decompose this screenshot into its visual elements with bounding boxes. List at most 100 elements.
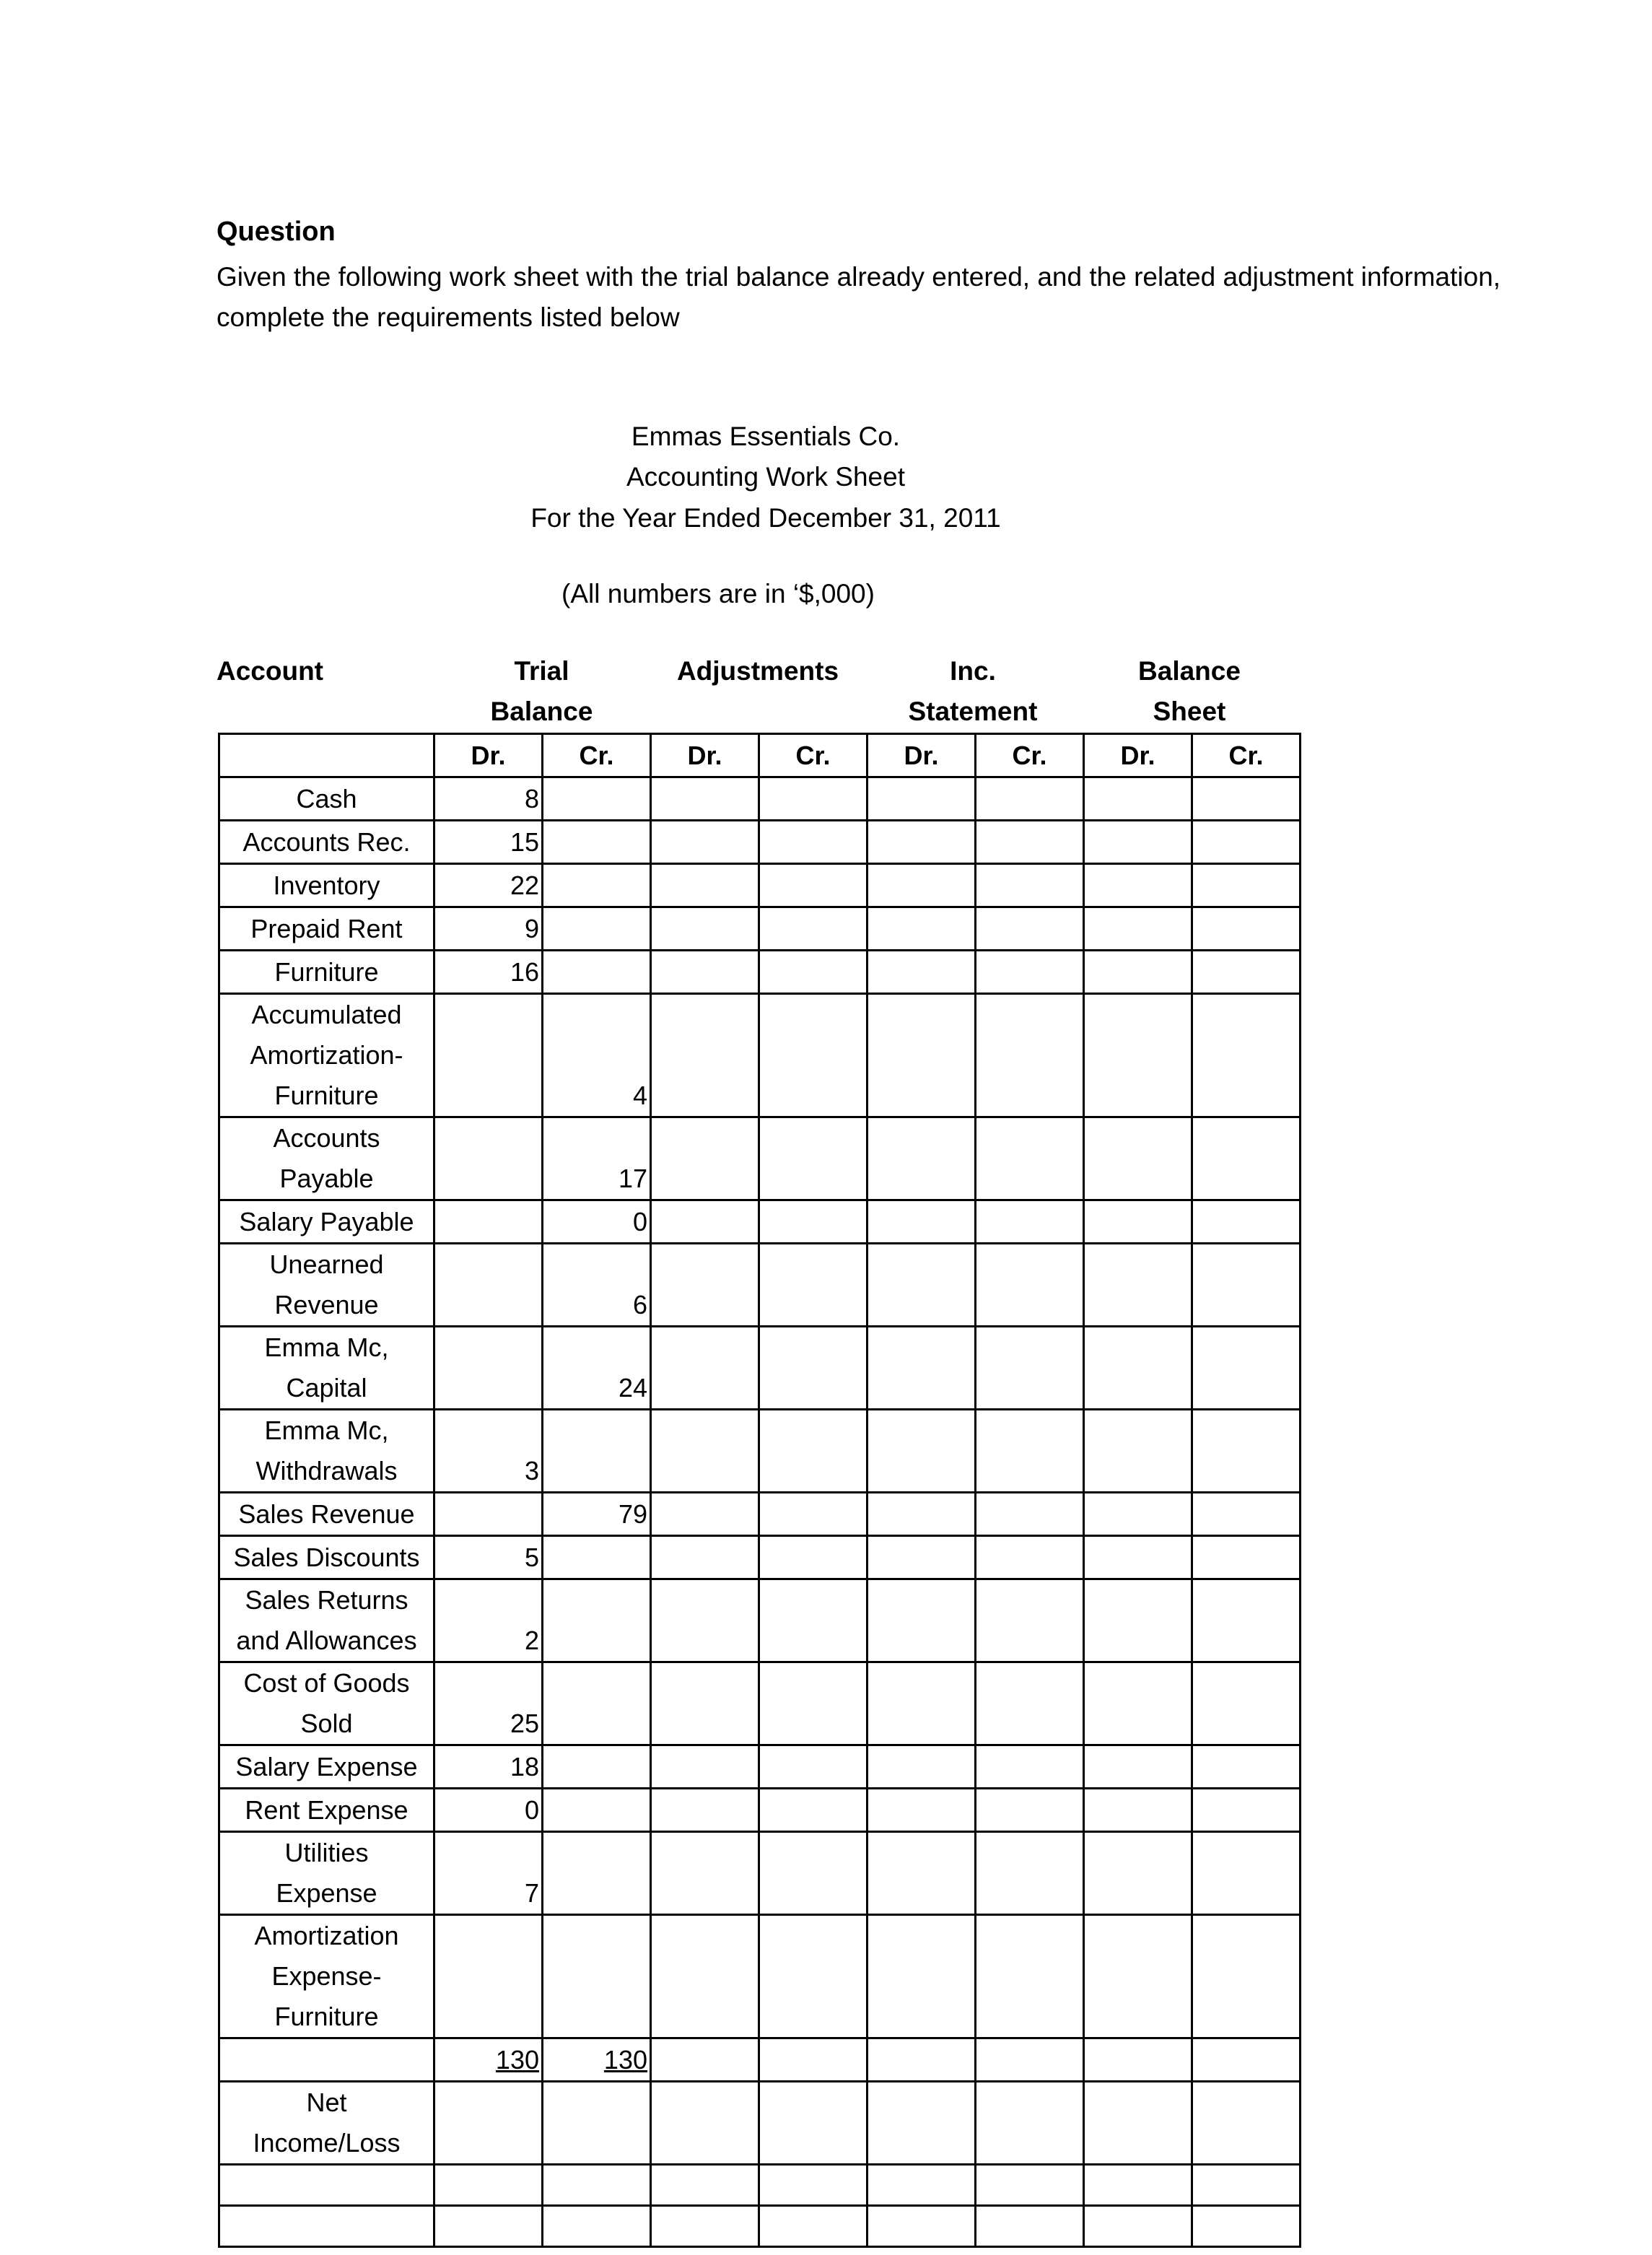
adjustments-credit[interactable] — [758, 819, 868, 865]
income-statement-credit[interactable] — [974, 2163, 1085, 2207]
balance-sheet-credit[interactable] — [1191, 1914, 1301, 2039]
balance-sheet-debit[interactable] — [1083, 819, 1193, 865]
income-statement-debit[interactable] — [866, 1787, 976, 1833]
balance-sheet-credit[interactable] — [1191, 1831, 1301, 1916]
adjustments-debit[interactable] — [650, 2037, 760, 2082]
balance-sheet-debit[interactable] — [1083, 1199, 1193, 1244]
adjustments-debit[interactable] — [650, 819, 760, 865]
balance-sheet-debit[interactable] — [1083, 1914, 1193, 2039]
adjustments-credit[interactable] — [758, 1199, 868, 1244]
income-statement-credit[interactable] — [974, 1491, 1085, 1537]
adjustments-debit[interactable] — [650, 993, 760, 1118]
trial-balance-credit[interactable] — [541, 1914, 652, 2039]
income-statement-debit[interactable] — [866, 2204, 976, 2248]
trial-balance-credit[interactable] — [541, 1661, 652, 1746]
adjustments-credit[interactable] — [758, 863, 868, 908]
trial-balance-credit[interactable] — [541, 2204, 652, 2248]
income-statement-credit[interactable] — [974, 1535, 1085, 1580]
trial-balance-credit[interactable] — [541, 1744, 652, 1789]
income-statement-debit[interactable] — [866, 776, 976, 821]
adjustments-debit[interactable] — [650, 863, 760, 908]
income-statement-debit[interactable] — [866, 863, 976, 908]
trial-balance-debit[interactable]: 8 — [433, 776, 543, 821]
adjustments-credit[interactable] — [758, 1535, 868, 1580]
trial-balance-debit[interactable] — [433, 2163, 543, 2207]
income-statement-credit[interactable] — [974, 1914, 1085, 2039]
balance-sheet-debit[interactable] — [1083, 776, 1193, 821]
income-statement-credit[interactable] — [974, 1744, 1085, 1789]
balance-sheet-credit[interactable] — [1191, 1242, 1301, 1327]
income-statement-debit[interactable] — [866, 1408, 976, 1493]
income-statement-credit[interactable] — [974, 1242, 1085, 1327]
adjustments-debit[interactable] — [650, 1408, 760, 1493]
balance-sheet-credit[interactable] — [1191, 1787, 1301, 1833]
adjustments-credit[interactable] — [758, 1831, 868, 1916]
adjustments-debit[interactable] — [650, 906, 760, 951]
income-statement-debit[interactable] — [866, 819, 976, 865]
balance-sheet-debit[interactable] — [1083, 906, 1193, 951]
trial-balance-debit[interactable]: 2 — [433, 1578, 543, 1663]
income-statement-debit[interactable] — [866, 993, 976, 1118]
adjustments-debit[interactable] — [650, 2163, 760, 2207]
balance-sheet-debit[interactable] — [1083, 2204, 1193, 2248]
adjustments-debit[interactable] — [650, 1914, 760, 2039]
income-statement-credit[interactable] — [974, 949, 1085, 995]
income-statement-debit[interactable] — [866, 1199, 976, 1244]
balance-sheet-credit[interactable] — [1191, 863, 1301, 908]
trial-balance-debit[interactable]: 18 — [433, 1744, 543, 1789]
income-statement-credit[interactable] — [974, 1116, 1085, 1201]
income-statement-debit[interactable] — [866, 1914, 976, 2039]
income-statement-credit[interactable] — [974, 1408, 1085, 1493]
balance-sheet-credit[interactable] — [1191, 949, 1301, 995]
income-statement-debit[interactable] — [866, 1831, 976, 1916]
balance-sheet-credit[interactable] — [1191, 2080, 1301, 2165]
trial-balance-credit[interactable]: 6 — [541, 1242, 652, 1327]
balance-sheet-debit[interactable] — [1083, 1535, 1193, 1580]
balance-sheet-debit[interactable] — [1083, 1491, 1193, 1537]
adjustments-credit[interactable] — [758, 2080, 868, 2165]
balance-sheet-debit[interactable] — [1083, 1116, 1193, 1201]
trial-balance-credit[interactable] — [541, 2163, 652, 2207]
adjustments-debit[interactable] — [650, 1787, 760, 1833]
trial-balance-credit[interactable] — [541, 906, 652, 951]
adjustments-debit[interactable] — [650, 776, 760, 821]
trial-balance-debit[interactable]: 7 — [433, 1831, 543, 1916]
adjustments-debit[interactable] — [650, 2080, 760, 2165]
adjustments-credit[interactable] — [758, 2163, 868, 2207]
trial-balance-debit[interactable] — [433, 1242, 543, 1327]
adjustments-debit[interactable] — [650, 1199, 760, 1244]
trial-balance-debit[interactable]: 16 — [433, 949, 543, 995]
balance-sheet-debit[interactable] — [1083, 949, 1193, 995]
trial-balance-credit[interactable]: 4 — [541, 993, 652, 1118]
adjustments-credit[interactable] — [758, 1661, 868, 1746]
income-statement-credit[interactable] — [974, 776, 1085, 821]
adjustments-credit[interactable] — [758, 1914, 868, 2039]
balance-sheet-credit[interactable] — [1191, 776, 1301, 821]
balance-sheet-debit[interactable] — [1083, 2037, 1193, 2082]
balance-sheet-credit[interactable] — [1191, 906, 1301, 951]
balance-sheet-credit[interactable] — [1191, 1744, 1301, 1789]
balance-sheet-credit[interactable] — [1191, 2204, 1301, 2248]
income-statement-debit[interactable] — [866, 1325, 976, 1410]
adjustments-credit[interactable] — [758, 1578, 868, 1663]
adjustments-credit[interactable] — [758, 906, 868, 951]
adjustments-debit[interactable] — [650, 949, 760, 995]
trial-balance-credit[interactable] — [541, 1831, 652, 1916]
income-statement-credit[interactable] — [974, 863, 1085, 908]
trial-balance-debit[interactable] — [433, 1914, 543, 2039]
income-statement-credit[interactable] — [974, 2080, 1085, 2165]
trial-balance-debit[interactable] — [433, 1491, 543, 1537]
trial-balance-debit[interactable] — [433, 1199, 543, 1244]
income-statement-debit[interactable] — [866, 1578, 976, 1663]
income-statement-debit[interactable] — [866, 2080, 976, 2165]
income-statement-debit[interactable] — [866, 1491, 976, 1537]
adjustments-credit[interactable] — [758, 2204, 868, 2248]
balance-sheet-debit[interactable] — [1083, 1744, 1193, 1789]
income-statement-debit[interactable] — [866, 1535, 976, 1580]
balance-sheet-credit[interactable] — [1191, 1199, 1301, 1244]
income-statement-credit[interactable] — [974, 906, 1085, 951]
trial-balance-debit[interactable]: 9 — [433, 906, 543, 951]
trial-balance-credit[interactable] — [541, 949, 652, 995]
adjustments-credit[interactable] — [758, 949, 868, 995]
income-statement-credit[interactable] — [974, 2037, 1085, 2082]
